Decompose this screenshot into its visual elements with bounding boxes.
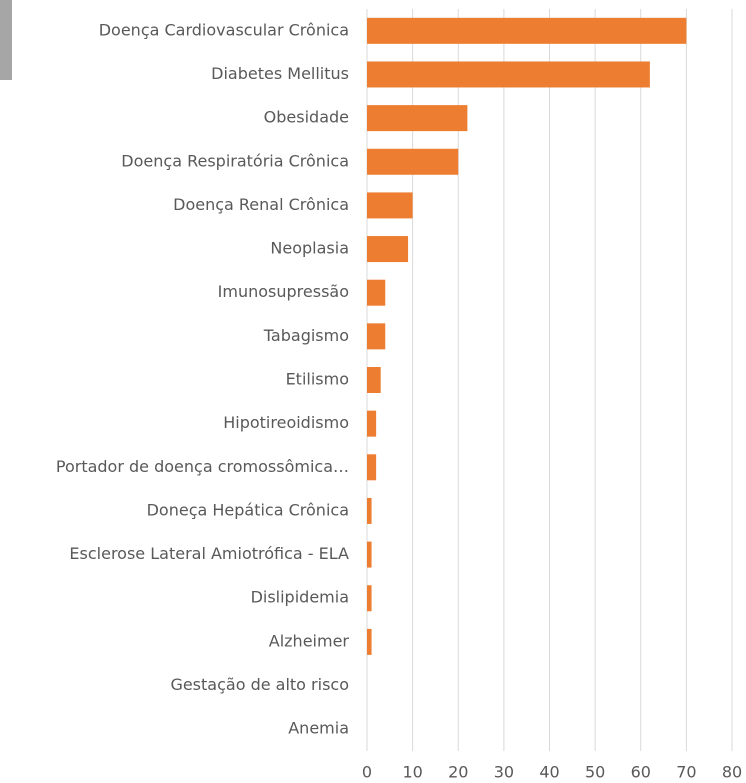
y-tick-label: Etilismo [286, 370, 349, 389]
y-tick-label: Neoplasia [270, 239, 349, 258]
bar [367, 105, 468, 132]
y-tick-label: Dislipidemia [251, 588, 349, 607]
y-tick-label: Esclerose Lateral Amiotrófica - ELA [69, 544, 349, 563]
x-tick-label: 10 [402, 763, 422, 782]
x-tick-label: 50 [585, 763, 605, 782]
y-tick-label: Alzheimer [269, 631, 350, 650]
bar [367, 585, 372, 612]
bar [367, 454, 377, 481]
bar [367, 497, 372, 524]
x-tick-label: 20 [448, 763, 468, 782]
bar [367, 279, 386, 306]
y-tick-label: Portador de doença cromossômica… [56, 457, 349, 476]
y-tick-label: Obesidade [264, 108, 349, 127]
y-tick-label: Doença Renal Crônica [173, 195, 349, 214]
bar [367, 410, 377, 437]
bar [367, 367, 381, 393]
y-tick-label: Hipotireoidismo [223, 413, 349, 432]
bar [367, 192, 413, 219]
bar [367, 323, 386, 350]
y-tick-label: Gestação de alto risco [170, 675, 349, 694]
decor-block [0, 0, 12, 80]
bar [367, 236, 409, 263]
x-tick-label: 30 [494, 763, 514, 782]
x-tick-label: 60 [631, 763, 651, 782]
y-tick-label: Doença Respiratória Crônica [121, 151, 349, 170]
y-tick-label: Diabetes Mellitus [211, 64, 349, 83]
bar [367, 61, 650, 88]
bar [367, 541, 372, 568]
y-tick-label: Doença Cardiovascular Crônica [99, 20, 349, 39]
y-tick-label: Imunosupressão [218, 282, 349, 301]
x-tick-label: 70 [676, 763, 696, 782]
bar [367, 628, 372, 655]
x-tick-label: 40 [539, 763, 559, 782]
y-tick-label: Anemia [288, 719, 349, 738]
x-tick-label: 80 [722, 763, 742, 782]
bar [367, 17, 687, 44]
y-tick-label: Tabagismo [263, 326, 349, 345]
y-tick-label: Doneça Hepática Crônica [147, 500, 349, 519]
x-tick-label: 0 [362, 763, 372, 782]
bar [367, 148, 459, 175]
